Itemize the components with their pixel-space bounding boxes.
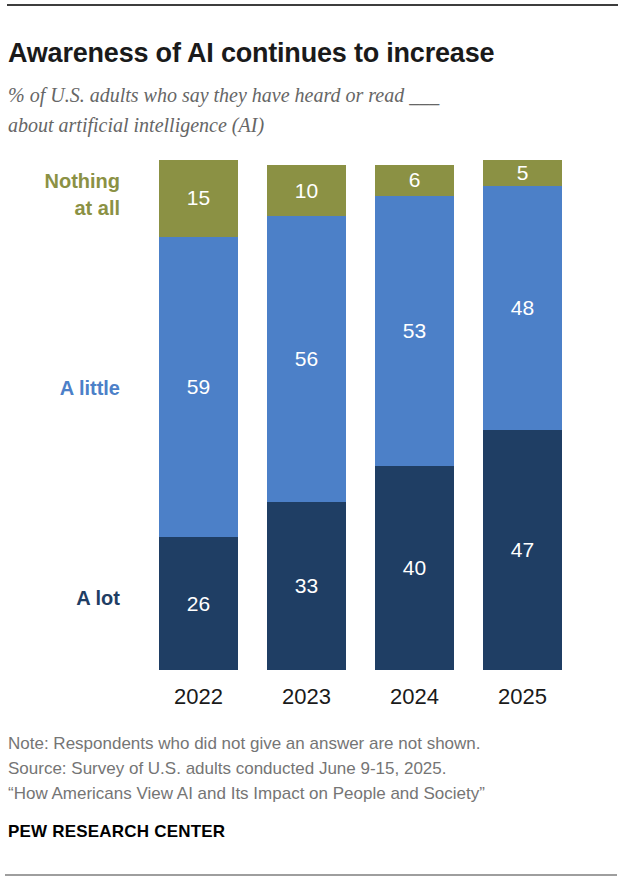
footer-report-title: “How Americans View AI and Its Impact on… (8, 781, 608, 806)
footer-note: Note: Respondents who did not give an an… (8, 731, 608, 756)
x-axis-tick-label: 2024 (364, 684, 465, 710)
legend-label-a-little: A little (32, 375, 120, 402)
bar-segment: 26 (159, 537, 238, 670)
bar-segment: 48 (483, 186, 562, 431)
footer-source: Source: Survey of U.S. adults conducted … (8, 756, 608, 781)
chart-card: Awareness of AI continues to increase % … (0, 0, 620, 886)
bar-value-label: 48 (511, 296, 534, 320)
bar-value-label: 33 (295, 574, 318, 598)
x-axis-tick-label: 2022 (148, 684, 249, 710)
bar-segment: 6 (375, 165, 454, 196)
bar-segment: 5 (483, 160, 562, 186)
bar-segment: 47 (483, 430, 562, 670)
bar-segment: 33 (267, 502, 346, 670)
bar-value-label: 53 (403, 319, 426, 343)
bar-value-label: 6 (409, 168, 421, 192)
footer-notes: Note: Respondents who did not give an an… (8, 731, 608, 806)
bar-value-label: 56 (295, 347, 318, 371)
bottom-rule (5, 874, 617, 876)
bar-value-label: 59 (187, 375, 210, 399)
bar-value-label: 47 (511, 538, 534, 562)
bar-segment: 15 (159, 160, 238, 237)
bar-value-label: 40 (403, 556, 426, 580)
bar-value-label: 15 (187, 186, 210, 210)
bar-segment: 56 (267, 216, 346, 502)
x-axis-tick-label: 2025 (472, 684, 573, 710)
legend-label-a-lot: A lot (32, 585, 120, 612)
bar-segment: 10 (267, 165, 346, 216)
bar-value-label: 10 (295, 179, 318, 203)
pew-research-center-wordmark: PEW RESEARCH CENTER (8, 822, 225, 842)
bar-segment: 59 (159, 237, 238, 538)
x-axis-tick-label: 2023 (256, 684, 357, 710)
bar-value-label: 26 (187, 592, 210, 616)
bar-value-label: 5 (517, 161, 529, 185)
legend-label-nothing-at-all: Nothing at all (32, 168, 120, 222)
bar-segment: 40 (375, 466, 454, 670)
bar-segment: 53 (375, 196, 454, 466)
